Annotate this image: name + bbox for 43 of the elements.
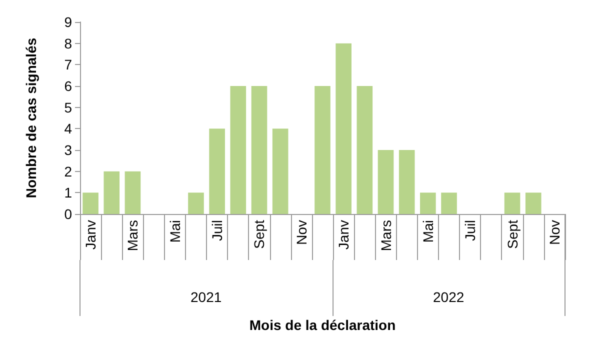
bar: [82, 192, 98, 214]
x-tick-label: Nov: [546, 220, 562, 245]
y-tick-label: 4: [64, 120, 72, 137]
y-tick-label: 1: [64, 184, 72, 201]
x-tick-label: Sept: [504, 220, 520, 249]
x-axis-title: Mois de la déclaration: [249, 317, 396, 333]
y-tick-label: 2: [64, 163, 72, 180]
x-tick-label: Nov: [293, 220, 310, 245]
x-tick-label: Janv: [82, 220, 99, 250]
bar: [398, 150, 415, 214]
x-tick-label: Mars: [124, 220, 141, 252]
y-tick-label: 3: [64, 142, 72, 158]
y-axis-title: Nombre de cas signalés: [23, 38, 39, 198]
x-tick-label: Mars: [378, 220, 394, 252]
x-tick-label: Juil: [209, 220, 226, 242]
bar: [356, 86, 373, 214]
bar: [420, 192, 436, 214]
x-tick-label: Mai: [420, 220, 436, 243]
y-tick-label: 6: [64, 78, 72, 94]
y-tick-label: 5: [64, 99, 72, 116]
bar: [504, 192, 520, 214]
bar: [209, 128, 225, 214]
bar: [441, 192, 457, 214]
x-tick-label: Sept: [251, 220, 268, 249]
y-tick-label: 9: [64, 14, 72, 30]
bar: [104, 171, 120, 214]
bar: [188, 192, 204, 214]
bar: [525, 192, 542, 214]
bar: [230, 86, 246, 214]
text: 2021: [190, 289, 222, 305]
y-tick-label: 7: [64, 56, 72, 73]
bar: [272, 128, 288, 214]
y-tick-label: 8: [64, 35, 72, 52]
x-tick-label: Juil: [462, 220, 478, 242]
y-tick-label: 0: [64, 206, 72, 222]
bar: [251, 86, 268, 214]
text: 2022: [433, 289, 464, 305]
bar: [378, 150, 394, 214]
bar: [314, 86, 330, 214]
bar: [336, 43, 352, 214]
x-tick-label: Mai: [166, 220, 183, 243]
bar: [124, 171, 141, 214]
x-tick-label: Janv: [336, 220, 352, 250]
